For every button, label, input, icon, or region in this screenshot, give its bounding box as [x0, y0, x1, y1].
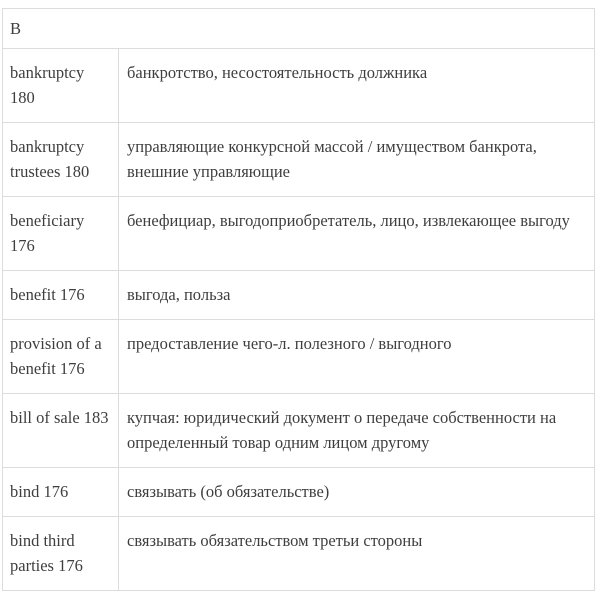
- table-row: bind third parties 176 связывать обязате…: [2, 516, 595, 591]
- definition-cell: купчая: юридический документ о передаче …: [118, 393, 595, 468]
- definition-cell: предоставление чего-л. полезного / выгод…: [118, 319, 595, 394]
- term-cell: provision of a benefit 176: [2, 319, 119, 394]
- term-cell: bind third parties 176: [2, 516, 119, 591]
- term-cell: bill of sale 183: [2, 393, 119, 468]
- definition-cell: банкротство, несостоятельность должника: [118, 48, 595, 123]
- section-header-row: B: [2, 8, 595, 49]
- table-row: benefit 176 выгода, польза: [2, 270, 595, 320]
- term-cell: benefit 176: [2, 270, 119, 320]
- table-row: bankruptcy trustees 180 управляющие конк…: [2, 122, 595, 197]
- term-cell: bind 176: [2, 467, 119, 517]
- definition-cell: связывать (об обязательстве): [118, 467, 595, 517]
- term-cell: bankruptcy trustees 180: [2, 122, 119, 197]
- glossary-entries: bankruptcy 180 банкротство, несостоятель…: [2, 48, 595, 591]
- definition-cell: связывать обязательством третьи стороны: [118, 516, 595, 591]
- definition-cell: бенефициар, выгодоприобретатель, лицо, и…: [118, 196, 595, 271]
- table-row: bind 176 связывать (об обязательстве): [2, 467, 595, 517]
- term-cell: beneficiary 176: [2, 196, 119, 271]
- table-row: provision of a benefit 176 предоставлени…: [2, 319, 595, 394]
- table-row: beneficiary 176 бенефициар, выгодоприобр…: [2, 196, 595, 271]
- definition-cell: выгода, польза: [118, 270, 595, 320]
- glossary-table: B bankruptcy 180 банкротство, несостояте…: [2, 8, 595, 591]
- definition-cell: управляющие конкурсной массой / имуществ…: [118, 122, 595, 197]
- table-row: bankruptcy 180 банкротство, несостоятель…: [2, 48, 595, 123]
- term-cell: bankruptcy 180: [2, 48, 119, 123]
- section-letter-header: B: [2, 8, 595, 49]
- table-row: bill of sale 183 купчая: юридический док…: [2, 393, 595, 468]
